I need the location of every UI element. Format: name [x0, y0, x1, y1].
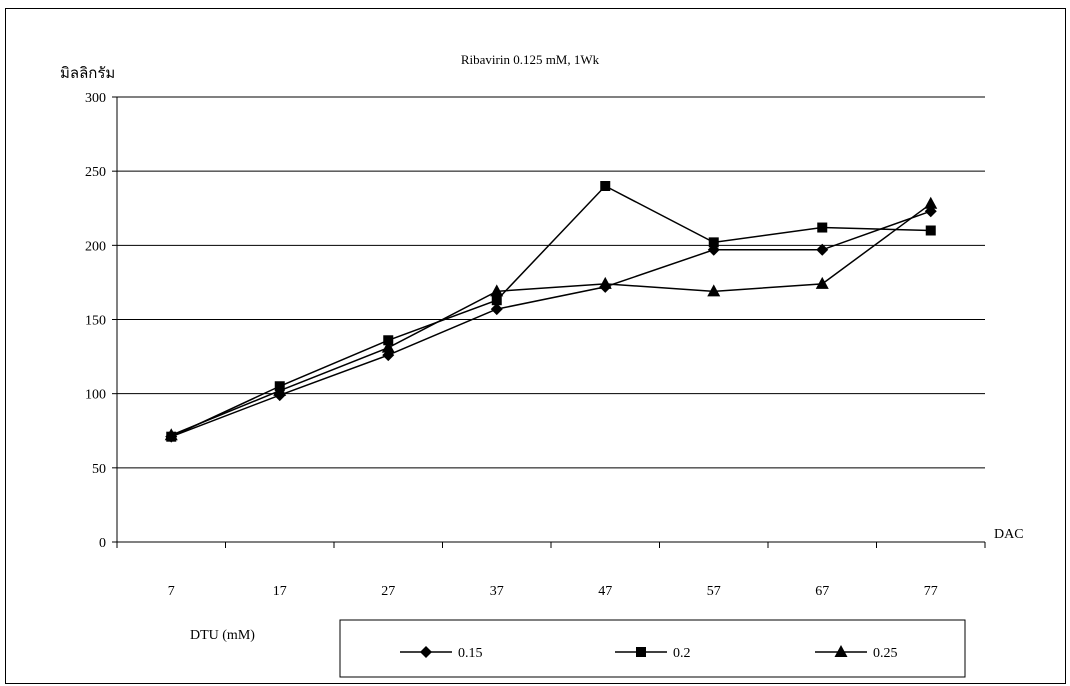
- x-tick-label: 47: [598, 584, 612, 599]
- data-point-triangle: [707, 284, 721, 297]
- series-group: [164, 181, 938, 443]
- data-point-square: [491, 295, 502, 306]
- data-point-square: [817, 222, 828, 233]
- y-tick-label: 100: [85, 388, 106, 403]
- series-0.2: [166, 181, 936, 442]
- series-line: [170, 185, 931, 438]
- y-tick-label: 50: [92, 462, 106, 477]
- data-point-triangle: [381, 340, 395, 353]
- series-line: [170, 210, 932, 438]
- legend-label: 0.15: [458, 646, 483, 661]
- data-point-triangle: [815, 276, 829, 289]
- data-point-triangle: [924, 196, 938, 209]
- y-axis-label: มิลลิกรัม: [60, 64, 115, 82]
- x-tick-label: 77: [924, 584, 938, 599]
- chart-title: Ribavirin 0.125 mM, 1Wk: [461, 52, 600, 67]
- data-point-triangle: [598, 276, 612, 289]
- legend: 0.15 0.2 0.25: [400, 645, 898, 661]
- series-0.15: [165, 205, 937, 443]
- series-line: [170, 203, 932, 436]
- data-point-square: [383, 335, 394, 346]
- legend-title: DTU (mM): [190, 628, 255, 643]
- y-tick-label: 250: [85, 165, 106, 180]
- y-tick-label: 200: [85, 239, 106, 254]
- legend-item: 0.2: [615, 646, 691, 661]
- y-tick-label: 150: [85, 314, 106, 329]
- chart-frame: [5, 8, 1066, 684]
- series-0.25: [164, 196, 938, 441]
- data-point-square: [708, 237, 719, 248]
- x-tick-label: 67: [815, 584, 829, 599]
- legend-marker-triangle: [834, 645, 848, 657]
- data-point-triangle: [273, 383, 287, 396]
- data-point-square: [600, 181, 611, 191]
- y-tick-label: 0: [99, 536, 106, 551]
- x-tick-label: 57: [707, 584, 721, 599]
- data-point-diamond: [816, 243, 829, 256]
- data-point-triangle: [164, 428, 178, 441]
- axes: [112, 96, 986, 548]
- y-tick-label: 300: [85, 91, 106, 106]
- x-tick-label: 7: [168, 584, 175, 599]
- legend-box: [339, 619, 966, 678]
- legend-item: 0.25: [815, 645, 898, 661]
- legend-marker-diamond: [420, 646, 432, 658]
- legend-item: 0.15: [400, 646, 483, 661]
- x-tick-label: 27: [381, 584, 395, 599]
- data-point-triangle: [490, 284, 504, 297]
- x-axis-label: DAC: [994, 527, 1024, 542]
- data-point-diamond: [490, 303, 503, 316]
- data-point-square: [925, 225, 936, 236]
- tick-labels: 0 50 100 150 200 250 300 7 17 27 37 47 57 67 77: [85, 91, 938, 599]
- legend-marker-square: [636, 647, 646, 657]
- x-tick-label: 17: [273, 584, 287, 599]
- legend-label: 0.2: [673, 646, 691, 661]
- x-tick-label: 37: [490, 584, 504, 599]
- gridlines: [117, 96, 985, 469]
- legend-label: 0.25: [873, 646, 898, 661]
